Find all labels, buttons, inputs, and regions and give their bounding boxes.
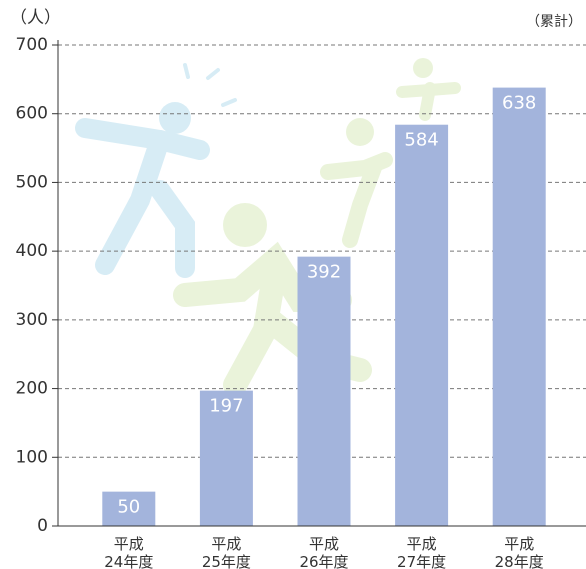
y-unit: （人）	[10, 8, 61, 28]
y-tick-label: 700	[16, 35, 48, 55]
y-tick-label: 200	[16, 379, 48, 399]
bar	[395, 124, 449, 527]
bar	[297, 256, 351, 526]
value-label: 392	[307, 262, 341, 283]
y-tick-label: 300	[16, 310, 48, 330]
y-tick-label: 100	[16, 447, 48, 467]
note: （累計）	[526, 14, 582, 30]
x-tick-label: 平成 24年度	[104, 535, 153, 569]
y-tick-label: 0	[37, 516, 48, 536]
x-tick-label: 平成 26年度	[299, 535, 348, 569]
x-tick-label: 平成 28年度	[495, 535, 544, 569]
y-tick-label: 500	[16, 172, 48, 192]
bar	[102, 491, 156, 526]
value-label: 197	[209, 396, 243, 417]
x-tick-label: 平成 27年度	[397, 535, 446, 569]
bar	[492, 87, 546, 527]
bar	[199, 390, 253, 526]
y-tick-label: 400	[16, 241, 48, 261]
value-label: 584	[404, 130, 438, 151]
value-label: 638	[502, 93, 536, 114]
x-tick-label: 平成 25年度	[202, 535, 251, 569]
y-tick-label: 600	[16, 104, 48, 124]
value-label: 50	[117, 497, 140, 518]
